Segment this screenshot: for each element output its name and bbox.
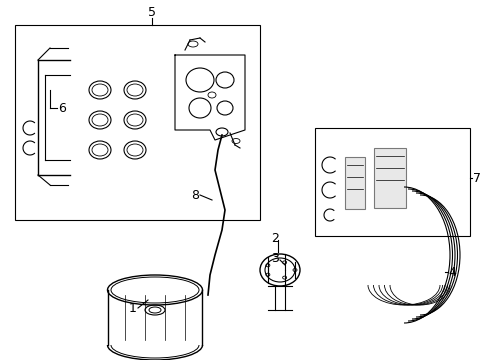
Polygon shape	[345, 157, 364, 209]
Text: 1: 1	[129, 302, 137, 315]
Bar	[15, 25, 260, 220]
Polygon shape	[373, 148, 405, 208]
Text: 3: 3	[270, 252, 278, 265]
Text: 5: 5	[148, 5, 156, 18]
Text: 6: 6	[58, 102, 66, 114]
Text: 8: 8	[191, 189, 199, 202]
Text: 7: 7	[472, 171, 480, 185]
Text: 4: 4	[447, 266, 455, 279]
Bar	[314, 128, 469, 236]
Text: 2: 2	[270, 231, 278, 244]
